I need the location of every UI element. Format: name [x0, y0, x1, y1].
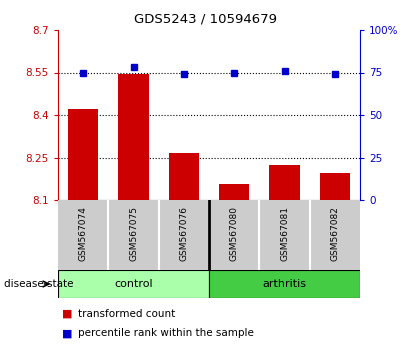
- Text: arthritis: arthritis: [263, 279, 307, 289]
- Bar: [209, 270, 360, 298]
- Bar: [169, 153, 199, 200]
- Text: ■: ■: [62, 309, 73, 319]
- Text: percentile rank within the sample: percentile rank within the sample: [78, 329, 254, 338]
- Bar: [320, 173, 350, 200]
- Bar: [269, 165, 300, 200]
- Text: GDS5243 / 10594679: GDS5243 / 10594679: [134, 12, 277, 25]
- Bar: [219, 184, 249, 200]
- Text: GSM567081: GSM567081: [280, 206, 289, 261]
- Text: disease state: disease state: [4, 279, 74, 289]
- Text: transformed count: transformed count: [78, 309, 175, 319]
- Text: ■: ■: [62, 329, 73, 338]
- Text: control: control: [114, 279, 153, 289]
- Text: GSM567074: GSM567074: [79, 206, 88, 261]
- Text: GSM567082: GSM567082: [330, 206, 339, 261]
- Text: GSM567080: GSM567080: [230, 206, 239, 261]
- Bar: [118, 74, 149, 200]
- Bar: [58, 270, 209, 298]
- Text: GSM567075: GSM567075: [129, 206, 138, 261]
- Text: GSM567076: GSM567076: [179, 206, 188, 261]
- Bar: [68, 109, 98, 200]
